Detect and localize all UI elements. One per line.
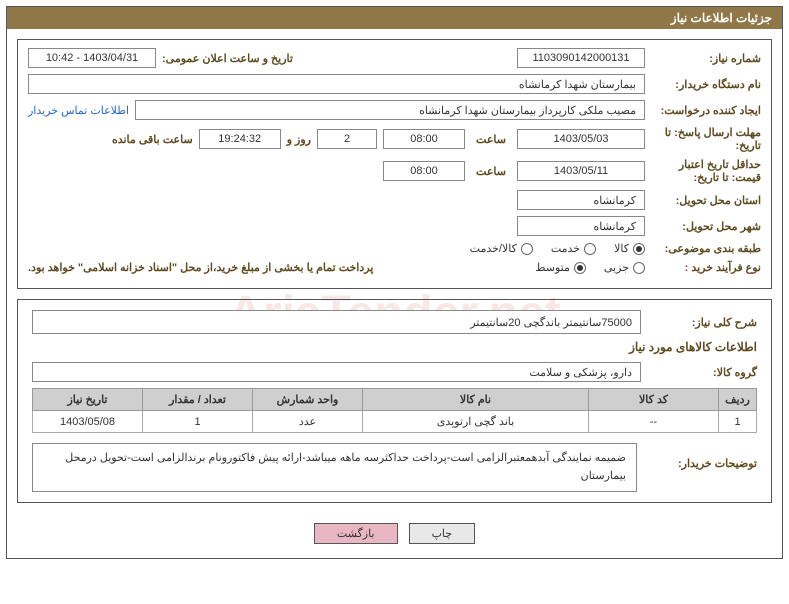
validity-time-value: 08:00	[383, 161, 465, 181]
remaining-label: ساعت باقی مانده	[112, 133, 193, 146]
time-label-1: ساعت	[471, 133, 511, 146]
th-unit: واحد شمارش	[253, 389, 363, 411]
buyer-org-label: نام دستگاه خریدار:	[651, 78, 761, 91]
process-radio-group: جزیی متوسط	[535, 261, 645, 274]
requester-label: ایجاد کننده درخواست:	[651, 104, 761, 117]
row-category: طبقه بندی موضوعی: کالا خدمت کالا/خدمت	[28, 242, 761, 255]
goods-table: ردیف کد کالا نام کالا واحد شمارش تعداد /…	[32, 388, 757, 433]
buyer-notes-label: توضیحات خریدار:	[647, 443, 757, 470]
radio-label: خدمت	[551, 242, 580, 255]
validity-label: حداقل تاریخ اعتبار قیمت: تا تاریخ:	[651, 158, 761, 184]
radio-dot-icon	[574, 262, 586, 274]
radio-kala[interactable]: کالا	[614, 242, 645, 255]
back-button[interactable]: بازگشت	[314, 523, 398, 544]
radio-dot-icon	[521, 243, 533, 255]
row-buyer-notes: توضیحات خریدار: ضمیمه نمایندگی آبدهمعتبر…	[32, 443, 757, 492]
td-name: باند گچی ارتوپدی	[363, 411, 589, 433]
goods-info-title: اطلاعات کالاهای مورد نیاز	[32, 340, 757, 354]
goods-group-value: دارو، پزشکی و سلامت	[32, 362, 641, 382]
page-frame: جزئیات اطلاعات نیاز شماره نیاز: 11030901…	[6, 6, 783, 559]
td-qty: 1	[143, 411, 253, 433]
process-note: پرداخت تمام یا بخشی از مبلغ خرید،از محل …	[28, 261, 373, 274]
td-code: --	[589, 411, 719, 433]
countdown-value: 19:24:32	[199, 129, 281, 149]
requester-value: مصیب ملکی کارپرداز بیمارستان شهدا کرمانش…	[135, 100, 645, 120]
print-button[interactable]: چاپ	[409, 523, 476, 544]
row-city: شهر محل تحویل: کرمانشاه	[28, 216, 761, 236]
city-label: شهر محل تحویل:	[651, 220, 761, 233]
info-panel: شماره نیاز: 1103090142000131 تاریخ و ساع…	[17, 39, 772, 289]
need-no-value: 1103090142000131	[517, 48, 645, 68]
radio-label: جزیی	[604, 261, 629, 274]
reply-deadline-label: مهلت ارسال پاسخ: تا تاریخ:	[651, 126, 761, 152]
row-need-no: شماره نیاز: 1103090142000131 تاریخ و ساع…	[28, 48, 761, 68]
province-value: کرمانشاه	[517, 190, 645, 210]
reply-date-value: 1403/05/03	[517, 129, 645, 149]
category-radio-group: کالا خدمت کالا/خدمت	[470, 242, 645, 255]
radio-label: کالا/خدمت	[470, 242, 517, 255]
detail-panel: شرح کلی نیاز: 75000سانتیمتر باندگچی 20سا…	[17, 299, 772, 503]
goods-group-label: گروه کالا:	[647, 366, 757, 379]
radio-kala-khedmat[interactable]: کالا/خدمت	[470, 242, 533, 255]
button-row: چاپ بازگشت	[7, 513, 782, 558]
row-goods-group: گروه کالا: دارو، پزشکی و سلامت	[32, 362, 757, 382]
buyer-notes-value: ضمیمه نمایندگی آبدهمعتبرالزامی است-پرداخ…	[32, 443, 637, 492]
th-date: تاریخ نیاز	[33, 389, 143, 411]
table-row: 1 -- باند گچی ارتوپدی عدد 1 1403/05/08	[33, 411, 757, 433]
th-qty: تعداد / مقدار	[143, 389, 253, 411]
radio-dot-icon	[584, 243, 596, 255]
radio-label: متوسط	[535, 261, 570, 274]
th-row: ردیف	[719, 389, 757, 411]
days-count-value: 2	[317, 129, 377, 149]
announce-label: تاریخ و ساعت اعلان عمومی:	[162, 52, 293, 65]
th-code: کد کالا	[589, 389, 719, 411]
time-label-2: ساعت	[471, 165, 511, 178]
td-row: 1	[719, 411, 757, 433]
category-label: طبقه بندی موضوعی:	[651, 242, 761, 255]
page-title: جزئیات اطلاعات نیاز	[671, 11, 772, 25]
radio-motavaset[interactable]: متوسط	[535, 261, 586, 274]
row-validity: حداقل تاریخ اعتبار قیمت: تا تاریخ: 1403/…	[28, 158, 761, 184]
announce-value: 1403/04/31 - 10:42	[28, 48, 156, 68]
validity-date-value: 1403/05/11	[517, 161, 645, 181]
radio-jozi[interactable]: جزیی	[604, 261, 645, 274]
page-title-bar: جزئیات اطلاعات نیاز	[7, 7, 782, 29]
buyer-contact-link[interactable]: اطلاعات تماس خریدار	[28, 104, 129, 117]
row-reply-deadline: مهلت ارسال پاسخ: تا تاریخ: 1403/05/03 سا…	[28, 126, 761, 152]
th-name: نام کالا	[363, 389, 589, 411]
row-overall: شرح کلی نیاز: 75000سانتیمتر باندگچی 20سا…	[32, 310, 757, 334]
row-requester: ایجاد کننده درخواست: مصیب ملکی کارپرداز …	[28, 100, 761, 120]
city-value: کرمانشاه	[517, 216, 645, 236]
td-unit: عدد	[253, 411, 363, 433]
radio-dot-icon	[633, 262, 645, 274]
days-word: روز و	[287, 133, 311, 146]
overall-label: شرح کلی نیاز:	[647, 316, 757, 329]
row-buyer-org: نام دستگاه خریدار: بیمارستان شهدا کرمانش…	[28, 74, 761, 94]
need-no-label: شماره نیاز:	[651, 52, 761, 65]
radio-label: کالا	[614, 242, 629, 255]
td-date: 1403/05/08	[33, 411, 143, 433]
row-process: نوع فرآیند خرید : جزیی متوسط پرداخت تمام…	[28, 261, 761, 274]
overall-value: 75000سانتیمتر باندگچی 20سانتیمتر	[32, 310, 641, 334]
process-label: نوع فرآیند خرید :	[651, 261, 761, 274]
province-label: استان محل تحویل:	[651, 194, 761, 207]
table-header-row: ردیف کد کالا نام کالا واحد شمارش تعداد /…	[33, 389, 757, 411]
radio-khedmat[interactable]: خدمت	[551, 242, 596, 255]
reply-time-value: 08:00	[383, 129, 465, 149]
row-province: استان محل تحویل: کرمانشاه	[28, 190, 761, 210]
buyer-org-value: بیمارستان شهدا کرمانشاه	[28, 74, 645, 94]
radio-dot-icon	[633, 243, 645, 255]
